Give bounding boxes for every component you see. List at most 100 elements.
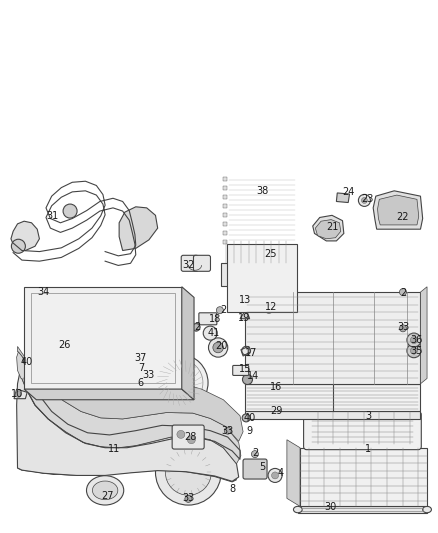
Circle shape	[361, 197, 367, 204]
Circle shape	[23, 356, 31, 365]
Circle shape	[192, 323, 200, 332]
Text: 2: 2	[194, 322, 200, 332]
FancyBboxPatch shape	[243, 459, 267, 479]
Circle shape	[216, 306, 223, 314]
Text: 31: 31	[46, 212, 59, 221]
Text: 20: 20	[215, 342, 228, 351]
FancyBboxPatch shape	[229, 294, 250, 308]
Text: 40: 40	[244, 413, 256, 423]
Circle shape	[399, 288, 406, 296]
Circle shape	[224, 427, 231, 434]
Text: 26: 26	[59, 341, 71, 350]
Circle shape	[193, 324, 200, 331]
Text: 15: 15	[239, 364, 251, 374]
Text: 37: 37	[134, 353, 146, 363]
Polygon shape	[182, 287, 194, 400]
Circle shape	[213, 342, 223, 353]
Bar	[227, 244, 297, 312]
Ellipse shape	[92, 481, 118, 500]
Polygon shape	[129, 352, 144, 361]
Circle shape	[187, 435, 195, 444]
FancyBboxPatch shape	[181, 255, 198, 271]
Circle shape	[268, 469, 282, 482]
Circle shape	[11, 239, 25, 253]
Text: 36: 36	[410, 335, 422, 345]
Text: 5: 5	[260, 462, 266, 472]
Polygon shape	[420, 287, 427, 384]
Text: 40: 40	[20, 358, 32, 367]
FancyBboxPatch shape	[172, 425, 204, 449]
Text: 33: 33	[397, 322, 409, 332]
Polygon shape	[313, 215, 344, 241]
Circle shape	[177, 430, 185, 439]
Polygon shape	[24, 389, 194, 400]
Circle shape	[208, 338, 228, 357]
Circle shape	[251, 450, 258, 458]
Circle shape	[155, 439, 221, 505]
Bar	[223, 177, 227, 181]
Circle shape	[174, 377, 185, 389]
Circle shape	[173, 407, 221, 455]
Ellipse shape	[293, 506, 302, 513]
Bar	[223, 186, 227, 190]
Polygon shape	[315, 220, 341, 239]
Circle shape	[272, 472, 279, 479]
Text: 17: 17	[245, 348, 257, 358]
Polygon shape	[245, 411, 420, 419]
Text: 33: 33	[182, 494, 194, 503]
Circle shape	[410, 347, 417, 354]
Polygon shape	[119, 207, 158, 251]
Ellipse shape	[86, 476, 124, 505]
Text: 7: 7	[138, 363, 145, 373]
Ellipse shape	[56, 322, 88, 373]
Text: 23: 23	[362, 195, 374, 204]
Text: 8: 8	[229, 484, 235, 494]
Polygon shape	[287, 440, 300, 506]
Text: 3: 3	[365, 411, 371, 421]
Text: 16: 16	[270, 382, 282, 392]
Text: 18: 18	[208, 314, 221, 324]
Text: 33: 33	[143, 370, 155, 380]
Text: 2: 2	[220, 305, 226, 315]
Bar	[223, 231, 227, 235]
Polygon shape	[300, 448, 427, 506]
Text: 35: 35	[410, 346, 422, 356]
Text: 38: 38	[257, 186, 269, 196]
Text: 6: 6	[137, 378, 143, 387]
Text: 2: 2	[252, 448, 258, 458]
Text: 21: 21	[327, 222, 339, 232]
Text: 2: 2	[400, 288, 406, 298]
Text: 13: 13	[239, 295, 251, 304]
Polygon shape	[221, 462, 234, 478]
Text: 32: 32	[182, 261, 194, 270]
Text: 4: 4	[277, 469, 283, 478]
Circle shape	[203, 326, 217, 340]
Text: 27: 27	[101, 491, 113, 500]
Polygon shape	[373, 191, 423, 229]
Text: 29: 29	[270, 407, 282, 416]
Bar	[221, 263, 291, 286]
Ellipse shape	[61, 329, 84, 366]
Text: 11: 11	[108, 444, 120, 454]
Polygon shape	[245, 292, 420, 384]
Text: 10: 10	[11, 390, 23, 399]
Polygon shape	[241, 346, 251, 356]
Text: 34: 34	[38, 287, 50, 297]
Text: 41: 41	[208, 328, 220, 337]
Circle shape	[152, 369, 159, 377]
Polygon shape	[14, 389, 27, 399]
Circle shape	[145, 373, 152, 380]
Circle shape	[185, 495, 192, 503]
Text: 33: 33	[222, 426, 234, 435]
Circle shape	[407, 344, 421, 358]
Polygon shape	[18, 465, 237, 482]
Polygon shape	[336, 193, 350, 203]
Text: 30: 30	[325, 503, 337, 512]
Bar	[223, 204, 227, 208]
Circle shape	[166, 449, 211, 495]
Text: 9: 9	[247, 426, 253, 435]
Circle shape	[15, 391, 21, 398]
Bar	[223, 240, 227, 244]
Text: 19: 19	[238, 313, 251, 322]
Polygon shape	[298, 506, 427, 513]
